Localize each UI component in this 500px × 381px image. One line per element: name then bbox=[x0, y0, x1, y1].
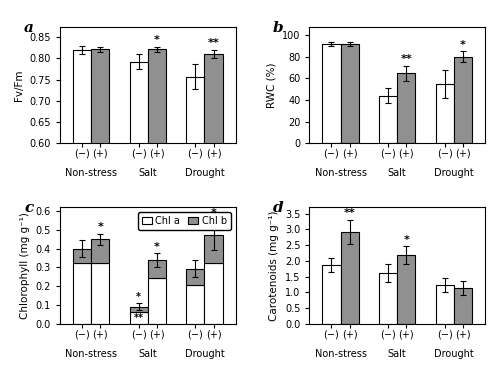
Bar bbox=[436, 285, 454, 324]
Text: Salt: Salt bbox=[388, 349, 406, 359]
Y-axis label: Chlorophyll (mg g⁻¹): Chlorophyll (mg g⁻¹) bbox=[20, 212, 30, 319]
Text: *: * bbox=[154, 242, 160, 252]
Bar bbox=[204, 235, 222, 263]
Text: *: * bbox=[154, 35, 160, 45]
Bar bbox=[73, 50, 91, 381]
Text: *: * bbox=[98, 222, 103, 232]
Bar bbox=[91, 49, 110, 381]
Bar bbox=[148, 49, 166, 381]
Text: Drought: Drought bbox=[184, 349, 224, 359]
Bar bbox=[73, 263, 91, 324]
Bar bbox=[340, 232, 358, 324]
Text: *: * bbox=[210, 208, 216, 218]
Bar bbox=[204, 54, 222, 381]
Bar bbox=[322, 44, 340, 143]
Bar bbox=[454, 57, 472, 143]
Bar bbox=[148, 278, 166, 324]
Text: Non-stress: Non-stress bbox=[65, 168, 117, 178]
Bar bbox=[186, 269, 204, 285]
Bar bbox=[397, 73, 415, 143]
Text: **: ** bbox=[344, 208, 355, 218]
Text: *: * bbox=[136, 292, 141, 302]
Bar bbox=[73, 249, 91, 263]
Bar bbox=[379, 273, 397, 324]
Text: Salt: Salt bbox=[138, 168, 157, 178]
Bar bbox=[204, 263, 222, 324]
Text: **: ** bbox=[134, 313, 143, 323]
Text: *: * bbox=[460, 40, 466, 50]
Text: d: d bbox=[272, 202, 283, 216]
Text: Drought: Drought bbox=[184, 168, 224, 178]
Text: Drought: Drought bbox=[434, 349, 474, 359]
Legend: Chl a, Chl b: Chl a, Chl b bbox=[138, 212, 231, 230]
Bar bbox=[186, 285, 204, 324]
Bar bbox=[148, 260, 166, 278]
Bar bbox=[436, 84, 454, 143]
Bar bbox=[91, 263, 110, 324]
Bar bbox=[397, 255, 415, 324]
Y-axis label: Carotenoids (mg g⁻¹): Carotenoids (mg g⁻¹) bbox=[270, 210, 280, 321]
Bar bbox=[130, 312, 148, 324]
Text: **: ** bbox=[208, 38, 220, 48]
Text: Drought: Drought bbox=[434, 168, 474, 178]
Text: Salt: Salt bbox=[388, 168, 406, 178]
Bar bbox=[322, 265, 340, 324]
Text: Non-stress: Non-stress bbox=[314, 349, 366, 359]
Text: *: * bbox=[404, 235, 409, 245]
Bar bbox=[91, 239, 110, 263]
Text: Non-stress: Non-stress bbox=[65, 349, 117, 359]
Bar bbox=[130, 62, 148, 381]
Bar bbox=[379, 96, 397, 143]
Y-axis label: Fv/Fm: Fv/Fm bbox=[14, 69, 24, 101]
Bar bbox=[340, 44, 358, 143]
Text: a: a bbox=[24, 21, 34, 35]
Bar bbox=[186, 77, 204, 381]
Text: b: b bbox=[272, 21, 283, 35]
Text: **: ** bbox=[400, 54, 412, 64]
Bar bbox=[130, 307, 148, 312]
Y-axis label: RWC (%): RWC (%) bbox=[266, 62, 276, 108]
Text: Salt: Salt bbox=[138, 349, 157, 359]
Bar bbox=[454, 288, 472, 324]
Text: Non-stress: Non-stress bbox=[314, 168, 366, 178]
Text: c: c bbox=[24, 202, 34, 216]
